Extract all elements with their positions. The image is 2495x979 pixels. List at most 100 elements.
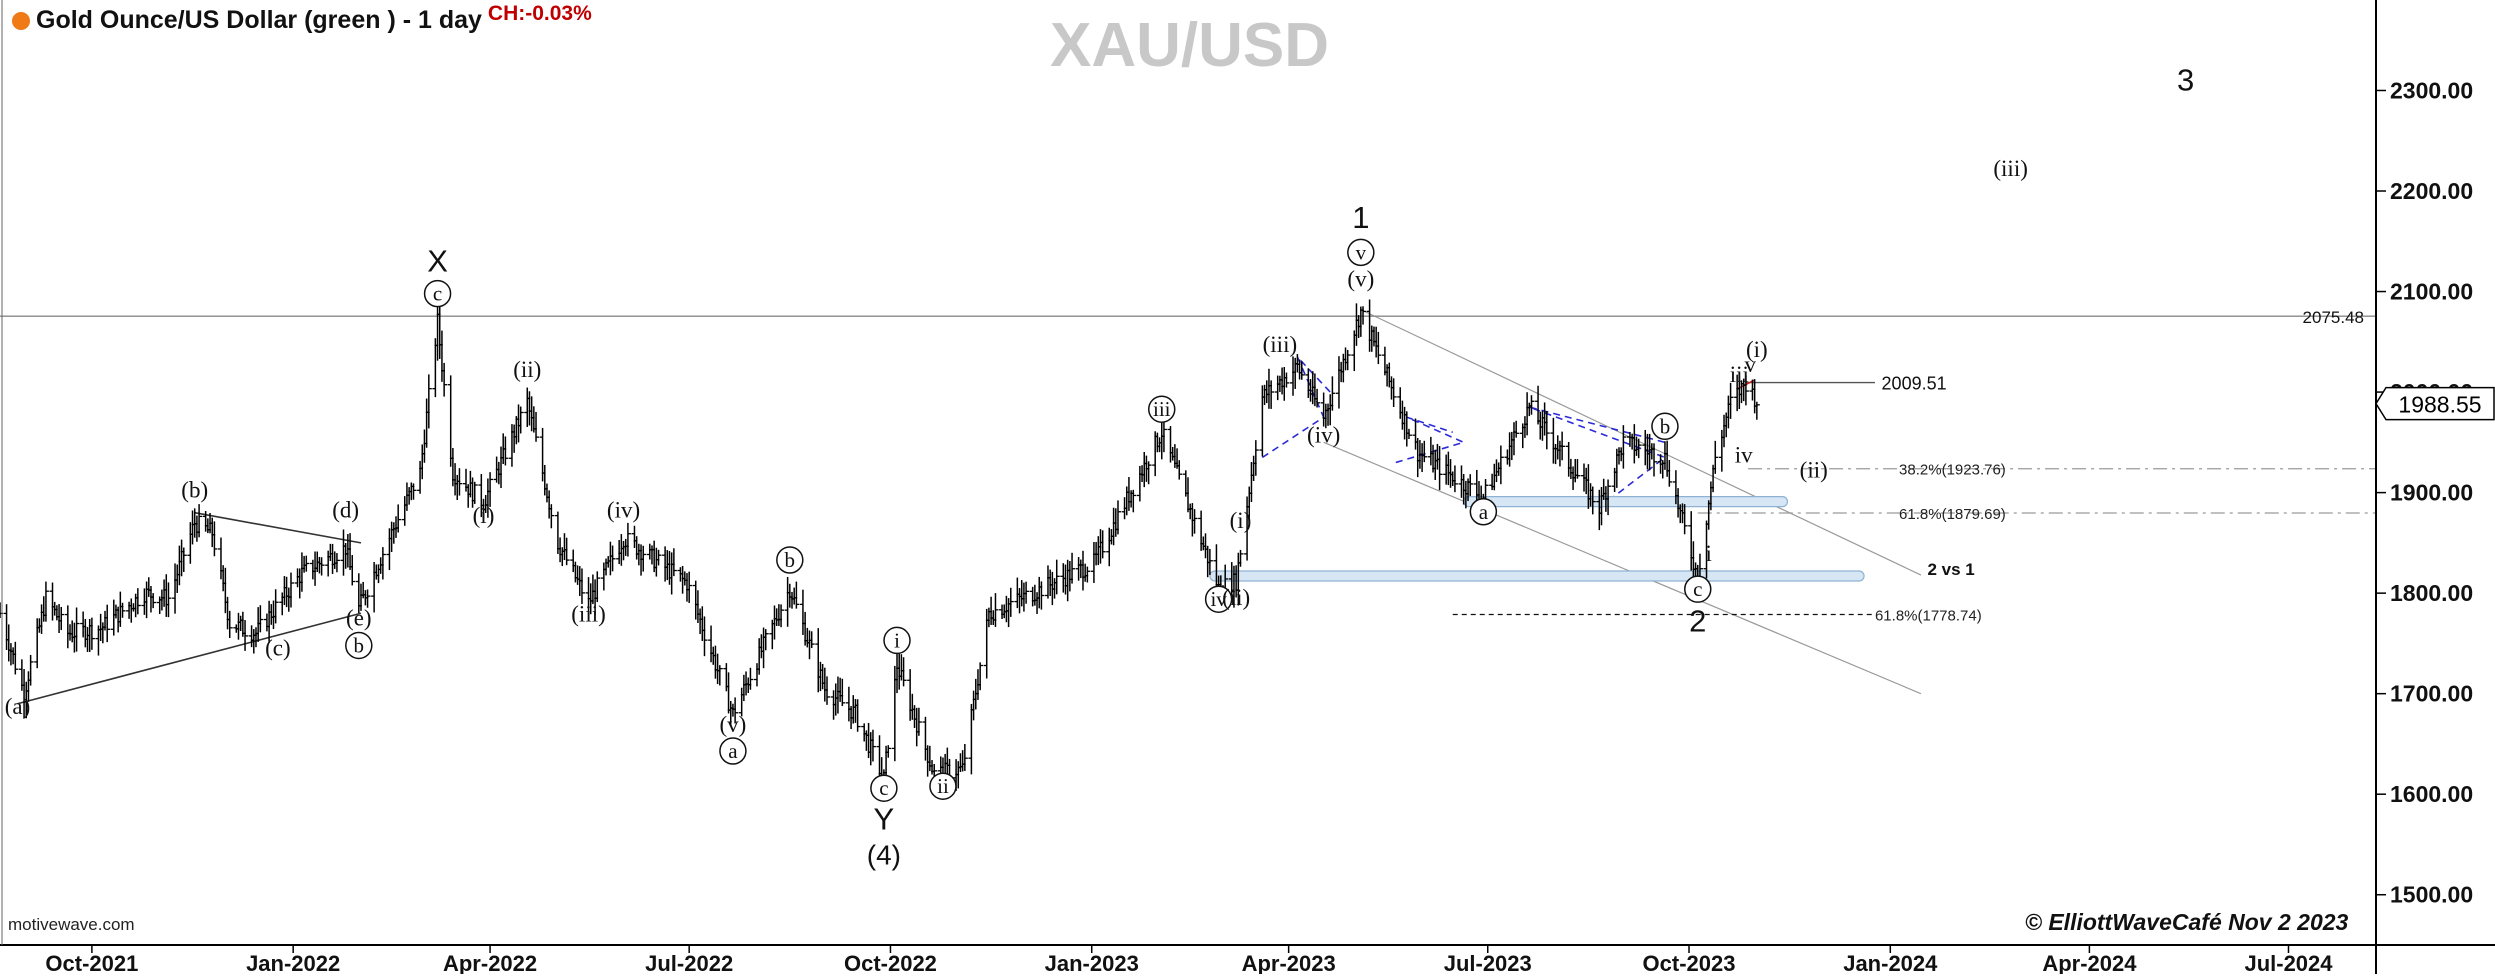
ohlc-bar <box>349 555 356 586</box>
ohlc-bar <box>1130 489 1137 513</box>
resistance-label: 2075.48 <box>2303 308 2364 327</box>
ohlc-bar <box>1497 445 1504 485</box>
ohlc-bar <box>150 593 157 609</box>
ohlc-bar <box>793 581 800 609</box>
ohlc-bar <box>747 667 754 690</box>
ohlc-bar <box>839 678 846 707</box>
wave-label-circled: b <box>1651 412 1679 441</box>
ohlc-bar <box>1727 382 1734 419</box>
ohlc-bar <box>1145 461 1152 485</box>
wave-label-circled: ii <box>929 772 957 800</box>
note-label: 2 vs 1 <box>1927 560 1974 579</box>
ohlc-bar <box>885 745 892 758</box>
wave-circle-text: v <box>1356 240 1367 264</box>
ohlc-bar <box>42 581 49 622</box>
ohlc-bar <box>1344 349 1351 371</box>
wave-label: (i) <box>473 503 495 528</box>
ohlc-bar <box>609 545 616 572</box>
wave-circle <box>1469 498 1498 526</box>
ohlc-bar <box>961 744 968 771</box>
y-tick-label: 1900.00 <box>2390 480 2473 506</box>
ohlc-bar <box>333 553 340 573</box>
wave-label: (ii) <box>513 357 541 382</box>
ohlc-bar <box>732 697 739 724</box>
ohlc-bar <box>624 522 631 557</box>
ohlc-bar <box>517 406 524 434</box>
ohlc-bar <box>563 537 570 566</box>
ohlc-bars <box>0 299 1760 796</box>
wave-label-major: X <box>427 243 448 278</box>
wave-circle-text: iii <box>1153 397 1171 421</box>
wave-label: (ii) <box>1222 585 1250 610</box>
wave-circle <box>1651 412 1679 441</box>
ohlc-bar <box>1069 552 1076 584</box>
ohlc-bar <box>226 610 233 639</box>
wave-label: iv <box>1735 442 1753 467</box>
x-tick-label: Apr-2022 <box>443 951 537 974</box>
ohlc-bar <box>88 617 95 650</box>
x-tick-label: Jul-2023 <box>1444 951 1532 974</box>
wave-circle-text: b <box>785 548 796 572</box>
fib-level-label: 38.2%(1923.76) <box>1899 462 2006 479</box>
ohlc-bar <box>854 699 861 732</box>
ohlc-bar <box>1451 465 1458 493</box>
support-zone-short <box>1463 496 1789 508</box>
wave-label-circled: c <box>870 774 898 802</box>
change-percent: CH:-0.03% <box>487 1 592 25</box>
wave-label-major: (4) <box>867 840 901 871</box>
chart-header: Gold Ounce/US Dollar (green ) - 1 day CH… <box>12 2 592 35</box>
y-tick-label: 2200.00 <box>2390 178 2473 204</box>
ohlc-bar <box>471 481 478 504</box>
ohlc-bar <box>1252 440 1259 476</box>
ohlc-bar <box>1007 587 1014 617</box>
ohlc-bar <box>824 676 831 705</box>
wave-label-major: 1 <box>1352 200 1369 235</box>
ohlc-bar <box>808 631 815 649</box>
ohlc-bar <box>594 571 601 603</box>
ohlc-bar <box>1298 361 1305 380</box>
ohlc-bar <box>12 641 19 675</box>
ohlc-bar <box>977 662 984 691</box>
ohlc-bar <box>1375 331 1382 365</box>
wave-label: v <box>1745 352 1757 377</box>
wave-circle-text: c <box>879 776 888 800</box>
ohlc-bar <box>1436 446 1443 491</box>
ohlc-bar <box>441 362 448 397</box>
wave-label: (c) <box>265 635 291 660</box>
ohlc-bar <box>1574 459 1581 479</box>
ohlc-bar <box>487 472 494 507</box>
wave-label-circled: iii <box>1147 395 1176 423</box>
ohlc-bar <box>778 604 785 628</box>
ohlc-bar <box>762 629 769 651</box>
ohlc-bar <box>1084 566 1091 583</box>
wave-label: (e) <box>346 605 372 630</box>
wave-label: (iv) <box>1307 422 1340 447</box>
x-tick-label: Oct-2022 <box>844 951 937 974</box>
wave-label-circled: b <box>776 546 804 574</box>
wave-label-circled: i <box>883 626 911 655</box>
ohlc-bar <box>73 607 80 652</box>
ohlc-bar <box>992 593 999 627</box>
ohlc-bar <box>1390 378 1397 408</box>
wave-circle-text: ii <box>937 774 949 798</box>
ohlc-bar <box>272 589 279 624</box>
wave-circle <box>870 774 898 802</box>
fib-level-label: 61.8%(1879.69) <box>1899 506 2006 523</box>
wave-circle <box>1204 585 1233 613</box>
ohlc-bar <box>1206 548 1213 575</box>
ohlc-bar <box>1114 500 1121 535</box>
wave-label: (a) <box>5 694 31 719</box>
ohlc-bar <box>364 589 371 608</box>
wave-label: (ii) <box>1800 458 1828 483</box>
wave-label-circled: c <box>1684 575 1712 603</box>
ohlc-bar <box>425 374 432 429</box>
ohlc-bar <box>533 411 540 442</box>
x-tick-label: Jul-2024 <box>2244 951 2333 974</box>
ohlc-bar <box>456 468 463 496</box>
ohlc-bar <box>1742 375 1749 406</box>
y-tick-label: 2100.00 <box>2390 279 2473 305</box>
ohlc-bar <box>379 547 386 580</box>
